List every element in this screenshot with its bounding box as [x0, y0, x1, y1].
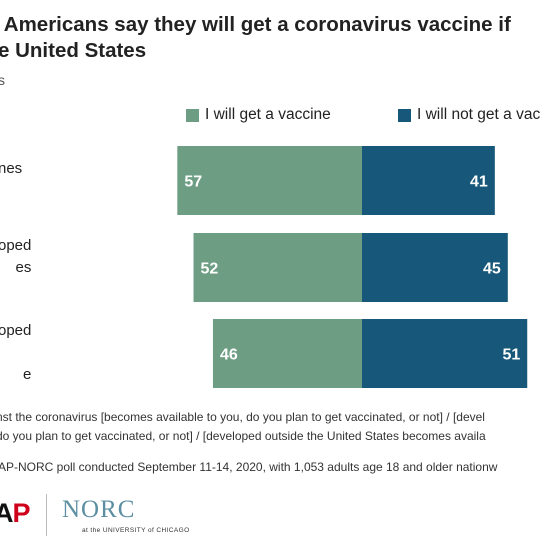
- category-label-1-line-1: nes: [0, 160, 23, 177]
- bar-vaccine-1: [177, 146, 362, 215]
- legend-swatch-vaccine: [186, 108, 199, 122]
- bar-no-vaccine-3: [362, 319, 528, 388]
- bar-label-no-vaccine-3: 51: [502, 347, 520, 364]
- chart-title-line-2: e United States: [0, 39, 147, 62]
- legend-label-no-vaccine: I will not get a vac: [417, 106, 541, 123]
- category-label-2: oped es: [0, 235, 31, 279]
- category-label-3-line-3: e: [23, 366, 32, 383]
- legend-item-no-vaccine: I will not get a vac: [398, 106, 540, 124]
- legend-item-vaccine: I will get a vaccine: [186, 106, 331, 124]
- bar-label-no-vaccine-1: 41: [470, 174, 488, 191]
- category-label-3-line-1: oped: [0, 322, 32, 339]
- question-note-line-1: nst the coronavirus [becomes available t…: [0, 410, 485, 424]
- norc-logo: NORC: [62, 496, 136, 523]
- question-note-line-2: do you plan to get vaccinated, or not] /…: [0, 429, 486, 443]
- bar-no-vaccine-1: [362, 146, 495, 215]
- legend-swatch-no-vaccine: [398, 108, 411, 122]
- bar-label-vaccine-2: 52: [201, 261, 219, 278]
- bar-label-vaccine-1: 57: [184, 174, 202, 191]
- bar-label-vaccine-3: 46: [220, 347, 238, 364]
- chart-title-line-1: f Americans say they will get a coronavi…: [0, 13, 511, 36]
- bar-chart: 57 41 52 45 46 51: [177, 146, 528, 388]
- category-label-2-line-1: oped: [0, 237, 32, 254]
- source-note: AP-NORC poll conducted September 11-14, …: [0, 460, 498, 474]
- logo-divider: [46, 494, 47, 536]
- bar-vaccine-3: [212, 319, 362, 388]
- category-label-3: oped e: [0, 320, 31, 386]
- category-label-2-line-2: es: [15, 259, 32, 276]
- norc-logo-subtitle: at the UNIVERSITY of CHICAGO: [82, 527, 190, 534]
- ap-logo: AP: [0, 498, 31, 528]
- chart-title: f Americans say they will get a coronavi…: [0, 12, 550, 64]
- bar-label-no-vaccine-2: 45: [483, 261, 501, 278]
- bar-vaccine-2: [193, 233, 362, 302]
- chart-subtitle: s: [0, 72, 5, 88]
- category-label-1: nes: [0, 158, 22, 180]
- legend-label-vaccine: I will get a vaccine: [205, 106, 331, 123]
- footer-logos: AP NORC at the UNIVERSITY of CHICAGO: [0, 490, 550, 540]
- bar-no-vaccine-2: [362, 233, 508, 302]
